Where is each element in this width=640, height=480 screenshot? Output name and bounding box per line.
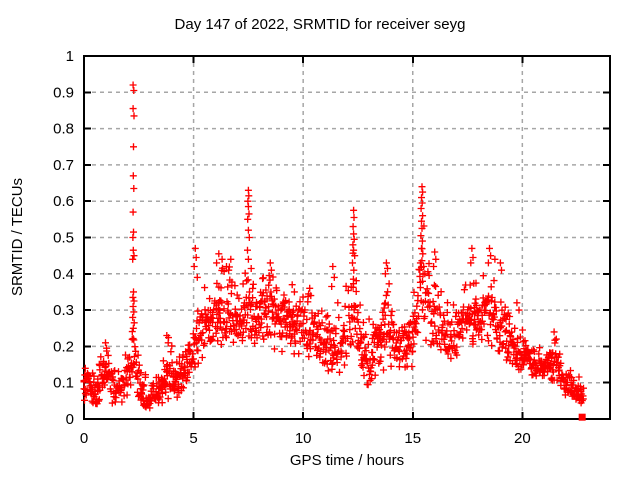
x-tick-label: 10 — [295, 430, 312, 447]
y-tick-label: 0.5 — [53, 230, 74, 247]
last-data-point-square — [578, 413, 586, 421]
y-tick-label: 0.3 — [53, 302, 74, 319]
y-tick-label: 0.4 — [53, 266, 74, 283]
y-tick-label: 0.9 — [53, 84, 74, 101]
y-axis-label: SRMTID / TECUs — [9, 178, 26, 296]
tick-labels: 0 5 10 15 20 0 0.1 0.2 0.3 0.4 0.5 0.6 0.7 0.8 0.9 1 — [53, 48, 531, 447]
x-tick-label: 0 — [80, 430, 88, 447]
y-tick-label: 0 — [66, 411, 74, 428]
scatter-points — [80, 81, 587, 421]
y-tick-label: 0.8 — [53, 121, 74, 138]
data-point-markers — [80, 81, 587, 412]
y-tick-label: 1 — [66, 48, 74, 65]
x-tick-label: 5 — [189, 430, 197, 447]
y-tick-label: 0.2 — [53, 338, 74, 355]
x-axis-label: GPS time / hours — [290, 452, 404, 469]
y-tick-label: 0.6 — [53, 193, 74, 210]
y-tick-label: 0.7 — [53, 157, 74, 174]
chart-title: Day 147 of 2022, SRMTID for receiver sey… — [175, 16, 466, 33]
x-tick-label: 20 — [514, 430, 531, 447]
x-tick-label: 15 — [404, 430, 421, 447]
y-tick-label: 0.1 — [53, 375, 74, 392]
